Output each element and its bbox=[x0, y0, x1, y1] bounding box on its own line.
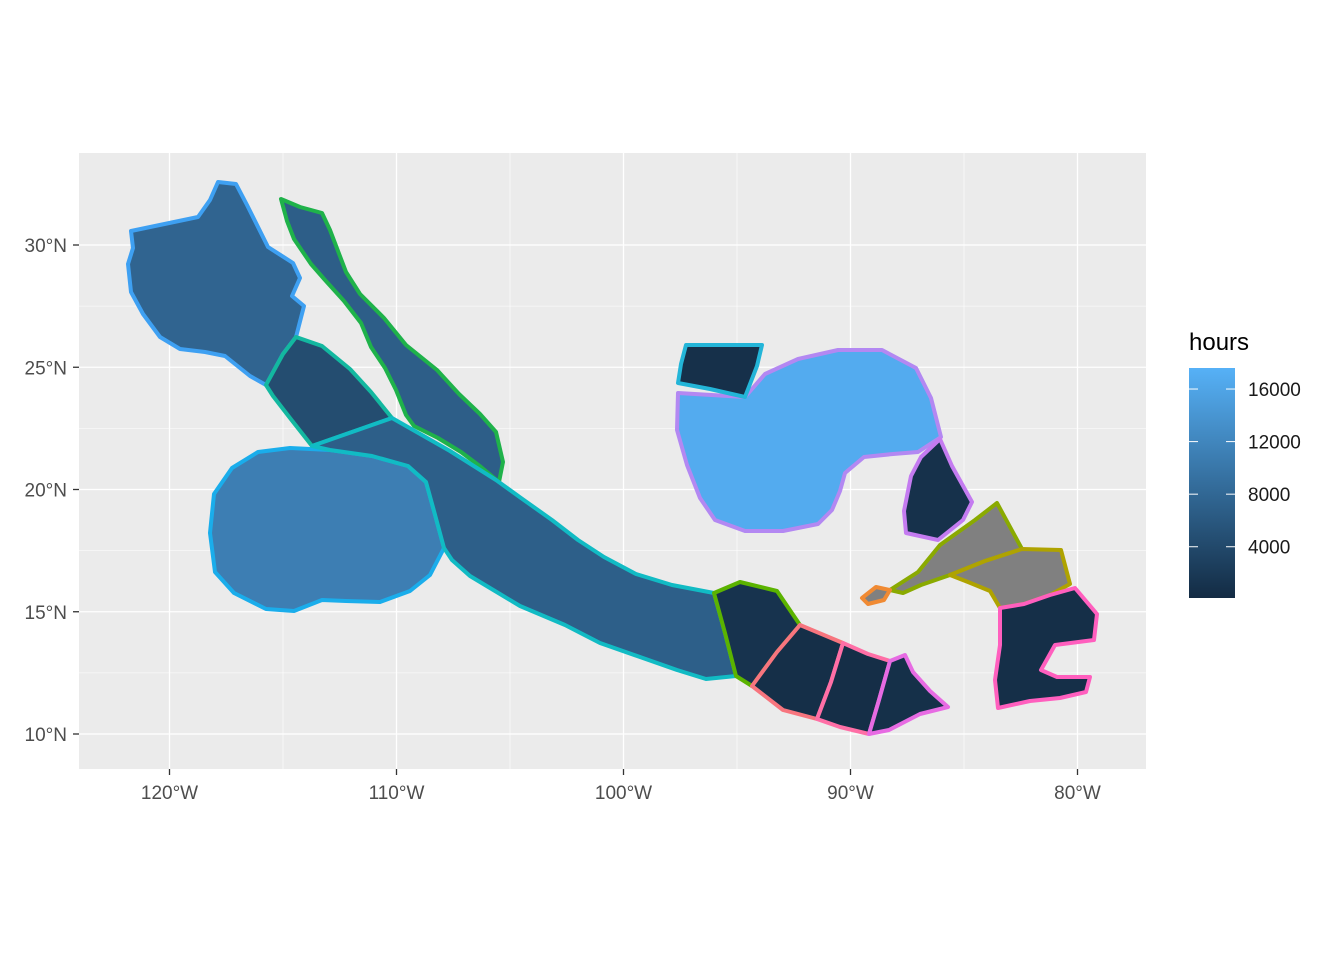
legend-title: hours bbox=[1189, 329, 1249, 356]
legend-tick-label: 4000 bbox=[1248, 538, 1290, 559]
legend-tick-label: 8000 bbox=[1248, 485, 1290, 506]
legend-tick-label: 16000 bbox=[1248, 380, 1301, 401]
x-tick-label: 100°W bbox=[595, 783, 652, 804]
region-baja-south bbox=[264, 335, 394, 448]
region-gulf-of-california bbox=[279, 197, 505, 484]
legend-tick-label: 12000 bbox=[1248, 433, 1301, 454]
y-axis: 10°N 15°N 20°N 25°N 30°N bbox=[25, 236, 79, 746]
x-tick-label: 80°W bbox=[1054, 783, 1101, 804]
x-tick-label: 90°W bbox=[827, 783, 874, 804]
map-regions bbox=[126, 180, 1099, 736]
y-tick-label: 20°N bbox=[25, 481, 67, 502]
x-axis: 120°W 110°W 100°W 90°W 80°W bbox=[141, 769, 1101, 804]
region-western-caribbean bbox=[993, 586, 1099, 710]
region-gulf-of-fonseca bbox=[860, 585, 892, 606]
region-nicaragua-pacific bbox=[867, 653, 950, 736]
y-tick-label: 15°N bbox=[25, 603, 67, 624]
x-tick-label: 120°W bbox=[141, 783, 198, 804]
y-tick-label: 25°N bbox=[25, 358, 67, 379]
region-gulf-of-mexico bbox=[675, 348, 943, 533]
region-yucatan-caribbean bbox=[902, 437, 974, 542]
legend-colorbar bbox=[1189, 368, 1235, 598]
y-tick-label: 10°N bbox=[25, 725, 67, 746]
region-mexico-gulf-nw bbox=[676, 343, 764, 399]
y-tick-label: 30°N bbox=[25, 236, 67, 257]
legend: hours 4000 8000 12000 16000 bbox=[1189, 329, 1301, 598]
legend-ticks: 4000 8000 12000 16000 bbox=[1189, 380, 1301, 559]
region-mexico-pacific bbox=[310, 416, 738, 681]
x-tick-label: 110°W bbox=[369, 783, 425, 804]
region-revillagigedo bbox=[208, 446, 446, 613]
